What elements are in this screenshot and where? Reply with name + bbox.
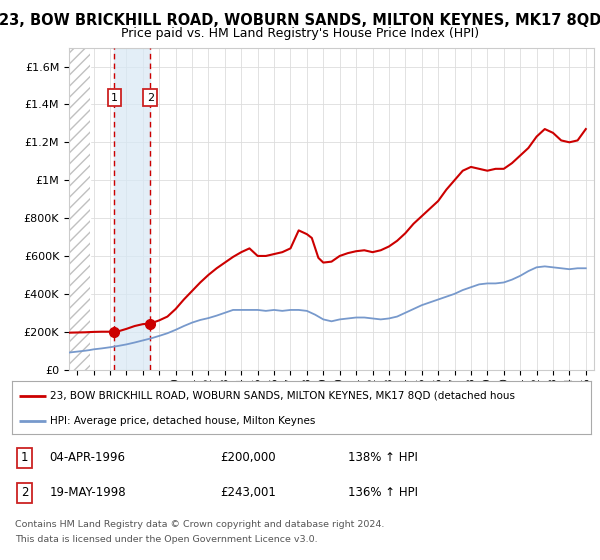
- Text: Contains HM Land Registry data © Crown copyright and database right 2024.: Contains HM Land Registry data © Crown c…: [15, 520, 385, 529]
- Text: HPI: Average price, detached house, Milton Keynes: HPI: Average price, detached house, Milt…: [50, 416, 315, 426]
- Text: £200,000: £200,000: [220, 451, 276, 464]
- Bar: [115, 48, 150, 370]
- Text: 1: 1: [21, 451, 28, 464]
- Text: 2: 2: [21, 486, 28, 500]
- Text: 23, BOW BRICKHILL ROAD, WOBURN SANDS, MILTON KEYNES, MK17 8QD: 23, BOW BRICKHILL ROAD, WOBURN SANDS, MI…: [0, 13, 600, 29]
- Text: £243,001: £243,001: [220, 486, 277, 500]
- Bar: [69, 48, 89, 370]
- Text: 1: 1: [111, 92, 118, 102]
- Text: 19-MAY-1998: 19-MAY-1998: [50, 486, 126, 500]
- Text: 23, BOW BRICKHILL ROAD, WOBURN SANDS, MILTON KEYNES, MK17 8QD (detached hous: 23, BOW BRICKHILL ROAD, WOBURN SANDS, MI…: [50, 391, 515, 401]
- Text: This data is licensed under the Open Government Licence v3.0.: This data is licensed under the Open Gov…: [15, 535, 317, 544]
- Text: 2: 2: [146, 92, 154, 102]
- Text: 04-APR-1996: 04-APR-1996: [50, 451, 125, 464]
- Text: Price paid vs. HM Land Registry's House Price Index (HPI): Price paid vs. HM Land Registry's House …: [121, 27, 479, 40]
- Text: 138% ↑ HPI: 138% ↑ HPI: [348, 451, 418, 464]
- Text: 136% ↑ HPI: 136% ↑ HPI: [348, 486, 418, 500]
- Bar: [69, 48, 89, 370]
